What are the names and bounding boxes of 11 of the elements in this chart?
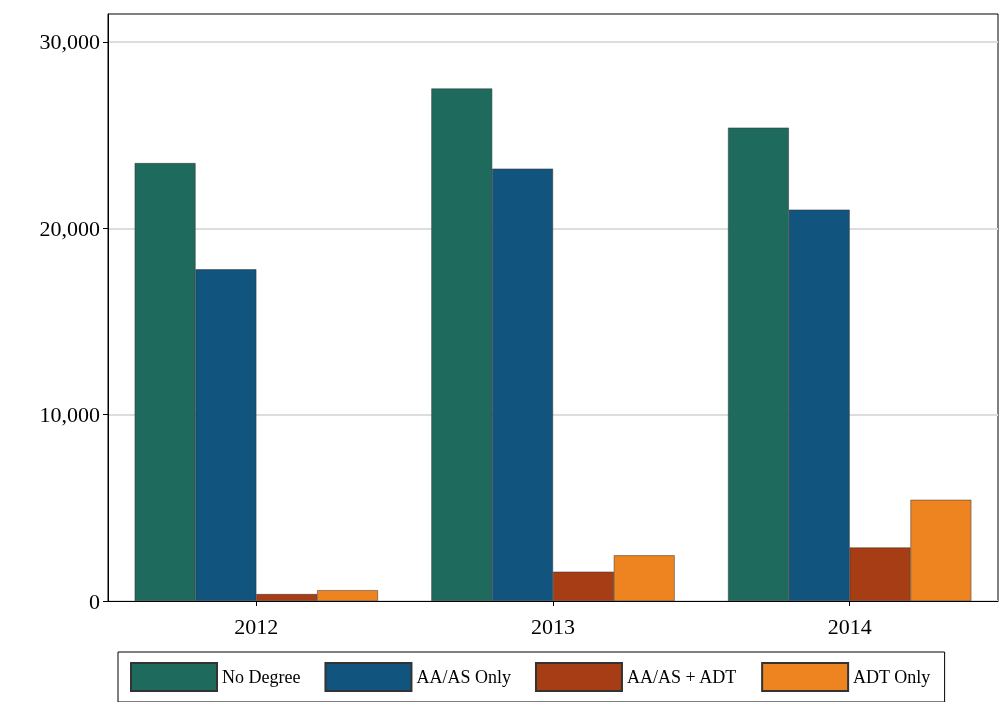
x-tick-label: 2014	[827, 613, 872, 639]
legend-label: AA/AS + ADT	[626, 667, 737, 687]
legend-label: AA/AS Only	[416, 667, 511, 687]
y-tick-label: 30,000	[39, 29, 100, 55]
legend-label: No Degree	[222, 667, 301, 687]
x-tick-label: 2013	[531, 613, 575, 639]
x-tick-label: 2012	[234, 613, 279, 639]
y-tick-label: 10,000	[39, 402, 100, 428]
y-tick-label: 0	[89, 588, 100, 614]
y-tick-label: 20,000	[39, 215, 100, 241]
legend-label: ADT Only	[853, 667, 931, 687]
